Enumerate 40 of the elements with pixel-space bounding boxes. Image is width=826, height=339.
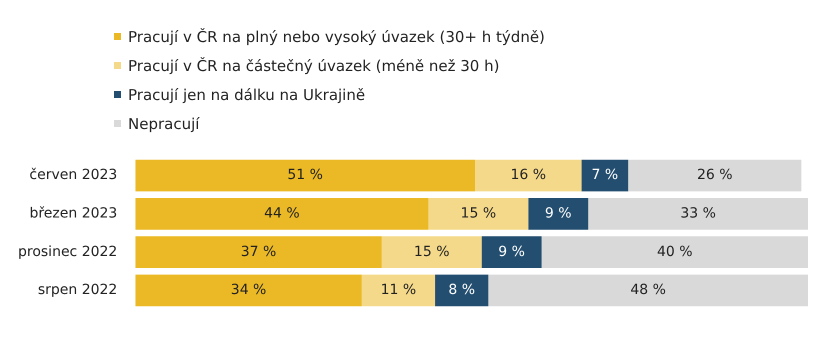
data-label: 51 %	[287, 167, 323, 184]
data-label: 15 %	[414, 244, 450, 260]
bar	[475, 160, 582, 192]
bar	[135, 160, 476, 192]
data-label: 11 %	[380, 282, 416, 298]
bar	[528, 198, 588, 230]
legend-label: Pracují v ČR na plný nebo vysoký úvazek (30+ h týdně)	[128, 28, 545, 46]
bar	[588, 198, 808, 230]
y-tick-label: červen 2023	[29, 167, 118, 184]
bar	[382, 236, 482, 268]
data-label: 9 %	[498, 244, 525, 260]
legend-label: Nepracují	[128, 114, 200, 132]
data-label: 26 %	[696, 167, 733, 184]
y-tick-label: prosinec 2022	[18, 244, 118, 260]
legend-label: Pracují jen na dálku na Ukrajině	[128, 86, 366, 104]
data-label: 15 %	[460, 205, 496, 222]
bar	[435, 274, 488, 306]
bar	[582, 160, 628, 192]
data-label: 40 %	[657, 244, 693, 260]
y-tick-label: březen 2023	[29, 205, 118, 222]
bar	[628, 160, 802, 192]
data-label: 48 %	[630, 282, 666, 298]
bar	[488, 274, 808, 306]
data-label: 33 %	[680, 205, 716, 222]
bar	[428, 198, 528, 230]
bar	[542, 236, 808, 268]
bar	[362, 274, 436, 306]
bar	[482, 236, 542, 268]
bar	[135, 274, 362, 306]
legend-label: Pracují v ČR na částečný úvazek (méně než 30 h)	[128, 56, 500, 74]
data-label: 7 %	[592, 167, 618, 184]
data-label: 16 %	[510, 167, 546, 184]
data-label: 9 %	[544, 205, 572, 222]
y-tick-label: srpen 2022	[38, 282, 118, 298]
bar	[135, 236, 382, 268]
data-label: 34 %	[230, 282, 266, 298]
data-label: 8 %	[448, 282, 476, 298]
bar	[135, 198, 428, 230]
data-label: 37 %	[240, 244, 276, 260]
data-label: 44 %	[264, 205, 300, 222]
